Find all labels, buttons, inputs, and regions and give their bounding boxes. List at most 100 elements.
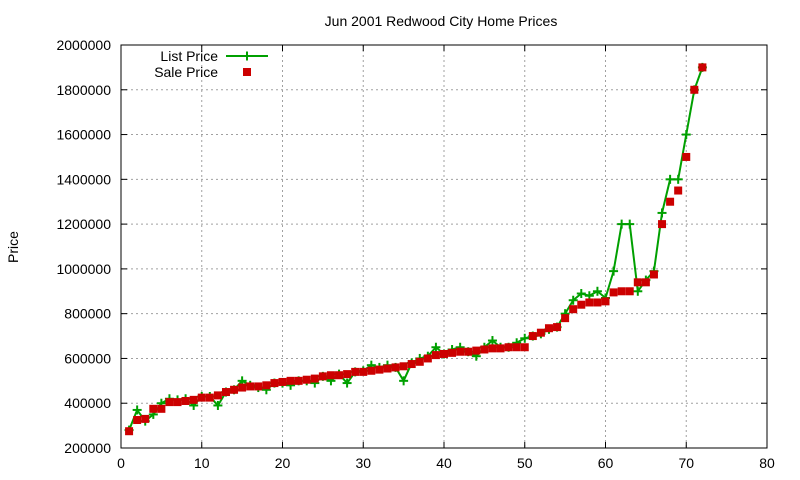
sale-price-point (504, 343, 513, 352)
sale-price-point (641, 278, 650, 287)
sale-price-point (674, 186, 683, 195)
list-price-point (665, 174, 675, 184)
y-tick-label: 200000 (64, 440, 111, 456)
sale-price-point (536, 328, 545, 337)
sale-price-point (221, 388, 230, 397)
y-tick-label: 1000000 (56, 261, 111, 277)
sale-price-point (294, 376, 303, 385)
sale-price-point (359, 367, 368, 376)
sale-price-point (141, 414, 150, 423)
legend-marker (243, 68, 251, 76)
list-price-point (431, 342, 441, 352)
x-tick-label: 20 (275, 455, 291, 471)
y-tick-label: 800000 (64, 306, 111, 322)
list-price-point (132, 405, 142, 415)
sale-price-point (625, 287, 634, 296)
list-price-series (124, 62, 707, 435)
list-price-point (568, 295, 578, 305)
grid-lines (121, 45, 767, 448)
x-tick-label: 0 (117, 455, 125, 471)
sale-price-point (310, 374, 319, 383)
sale-price-point (318, 372, 327, 381)
list-price-line (128, 67, 704, 431)
sale-price-point (238, 383, 247, 392)
sale-price-point (197, 393, 206, 402)
list-price-point (213, 400, 223, 410)
sale-price-point (666, 197, 675, 206)
sale-price-point (189, 395, 198, 404)
list-price-point (399, 376, 409, 386)
list-price-point (673, 174, 683, 184)
y-tick-label: 400000 (64, 395, 111, 411)
legend-label: Sale Price (154, 64, 218, 80)
sale-price-point (173, 398, 182, 407)
y-tick-label: 1400000 (56, 171, 111, 187)
sale-price-point (593, 298, 602, 307)
sale-price-point (682, 152, 691, 161)
y-axis-label: Price (5, 231, 21, 263)
sale-price-point (302, 375, 311, 384)
sale-price-point (343, 370, 352, 379)
series-layer (124, 62, 707, 436)
sale-price-point (561, 314, 570, 323)
list-price-point (609, 266, 619, 276)
sale-price-point (375, 365, 384, 374)
sale-price-point (213, 391, 222, 400)
sale-price-point (399, 362, 408, 371)
sale-price-point (480, 345, 489, 354)
sale-price-point (230, 385, 239, 394)
sale-price-point (181, 396, 190, 405)
y-tick-label: 1600000 (56, 127, 111, 143)
sale-price-point (125, 427, 134, 436)
x-tick-label: 70 (678, 455, 694, 471)
sale-price-point (133, 416, 142, 425)
sale-price-point (407, 360, 416, 369)
sale-price-point (157, 404, 166, 413)
y-tick-label: 1200000 (56, 216, 111, 232)
x-tick-label: 60 (598, 455, 614, 471)
sale-price-point (335, 371, 344, 380)
list-price-point (625, 219, 635, 229)
sale-price-point (544, 324, 553, 333)
sale-price-point (278, 377, 287, 386)
x-tick-label: 10 (194, 455, 210, 471)
list-price-point (342, 378, 352, 388)
sale-price-point (617, 287, 626, 296)
sale-price-point (488, 344, 497, 353)
list-price-point (592, 286, 602, 296)
sale-price-point (448, 348, 457, 357)
sale-price-point (391, 363, 400, 372)
legend-label: List Price (160, 48, 218, 64)
legend-marker (242, 51, 252, 61)
sale-price-point (649, 270, 658, 279)
sale-price-point (286, 376, 295, 385)
sale-price-point (205, 393, 214, 402)
sale-price-point (383, 364, 392, 373)
sale-price-point (246, 382, 255, 391)
list-price-point (633, 286, 643, 296)
sale-price-point (351, 367, 360, 376)
list-price-point (520, 333, 530, 343)
sale-price-point (601, 297, 610, 306)
sale-price-point (512, 343, 521, 352)
y-tick-label: 1800000 (56, 82, 111, 98)
sale-price-point (528, 332, 537, 341)
sale-price-point (698, 63, 707, 72)
sale-price-point (440, 349, 448, 358)
list-price-point (617, 219, 627, 229)
sale-price-point (585, 298, 594, 307)
sale-price-point (423, 354, 432, 363)
sale-price-point (431, 351, 440, 360)
sale-price-point (633, 278, 642, 287)
sale-price-point (149, 404, 158, 413)
sale-price-series (125, 63, 707, 436)
sale-price-point (569, 305, 578, 314)
y-tick-label: 2000000 (56, 37, 111, 53)
sale-price-point (270, 379, 279, 388)
sale-price-point (520, 343, 529, 352)
sale-price-point (472, 346, 481, 355)
list-price-point (657, 208, 667, 218)
sale-price-point (609, 288, 618, 297)
x-tick-label: 80 (759, 455, 775, 471)
